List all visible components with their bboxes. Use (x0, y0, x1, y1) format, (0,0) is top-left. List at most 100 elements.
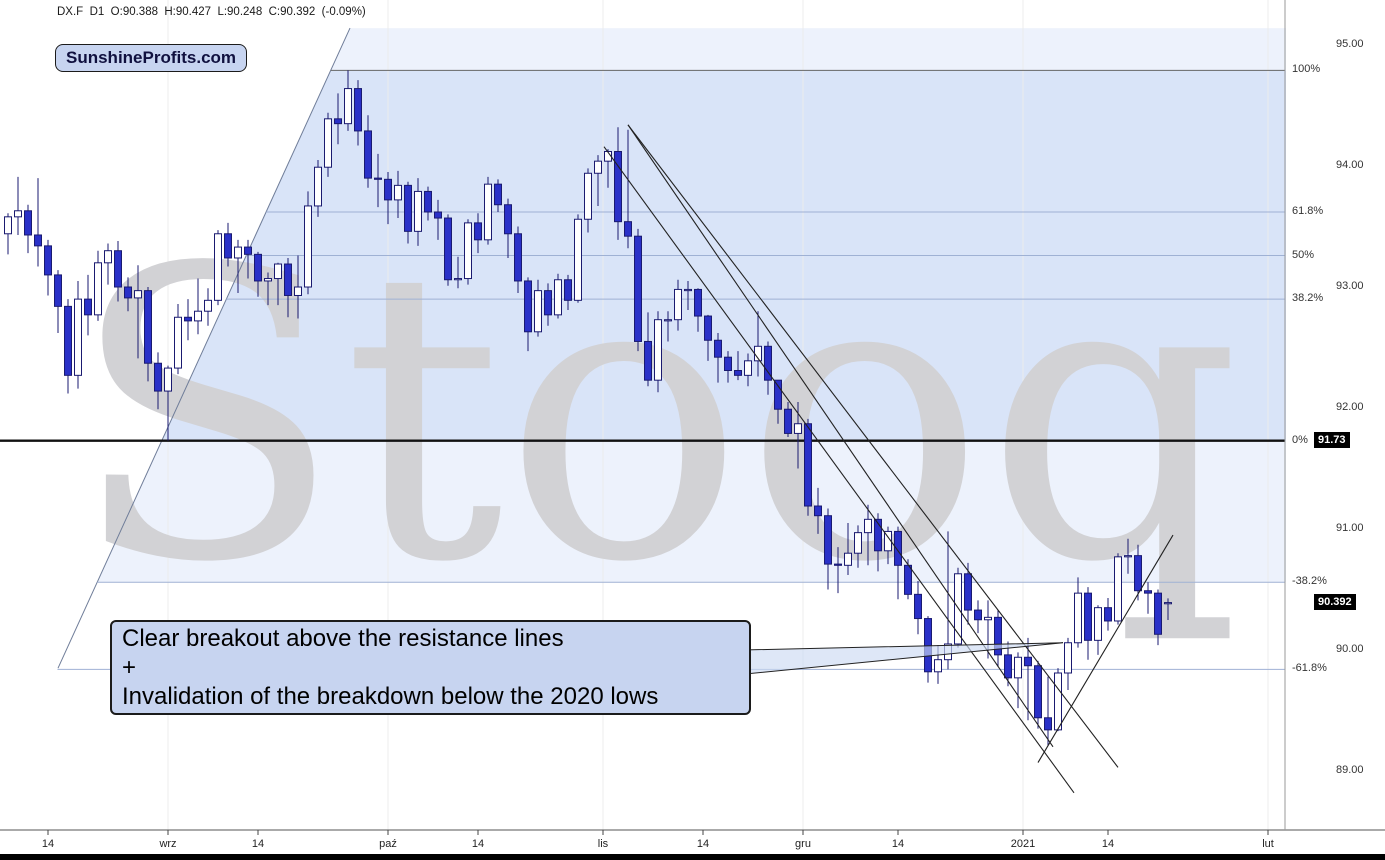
candle-body (914, 593, 922, 620)
window-bottom-bar (0, 854, 1385, 860)
candle-body (524, 280, 532, 333)
candle-body (1144, 590, 1152, 594)
candle-body (534, 290, 542, 333)
candle-body (114, 250, 122, 288)
candle-body (954, 573, 962, 645)
candle-body (654, 319, 662, 381)
candle-body (824, 515, 832, 565)
candle-body (854, 532, 862, 554)
candle-body (194, 310, 202, 322)
candle-body (124, 286, 132, 299)
candle-body (994, 616, 1002, 656)
candle-body (1154, 592, 1162, 635)
candle-body (1104, 607, 1112, 622)
candle-body (984, 616, 992, 621)
candle-body (614, 150, 622, 223)
candle-body (904, 564, 912, 595)
candle-body (294, 286, 302, 296)
candle-body (814, 505, 822, 517)
candle-body (544, 290, 552, 316)
candle-body (834, 563, 842, 566)
candle-body (174, 316, 182, 369)
candle-body (1034, 665, 1042, 719)
candle-body (14, 210, 22, 218)
candle-body (254, 253, 262, 282)
candle-body (774, 379, 782, 410)
candle-body (704, 315, 712, 341)
candle-body (284, 263, 292, 296)
candle-body (1134, 555, 1142, 592)
rising-wedge-area (58, 28, 1286, 669)
candle-body (624, 221, 632, 237)
candle-body (104, 250, 112, 264)
candle-body (314, 166, 322, 207)
candle-body (1114, 556, 1122, 622)
candle-body (664, 319, 672, 322)
candle-body (794, 423, 802, 434)
candle-body (1004, 654, 1012, 679)
candle-body (934, 659, 942, 673)
candle-body (44, 245, 52, 276)
candle-body (644, 340, 652, 381)
candle-body (84, 298, 92, 316)
candle-body (354, 88, 362, 132)
candle-body (1074, 592, 1082, 644)
candle-body (724, 356, 732, 372)
resistance-line-1 (603, 146, 1075, 794)
candle-body (514, 233, 522, 282)
candle-body (324, 118, 332, 168)
sunshineprofits-logo: SunshineProfits.com (55, 44, 248, 72)
candle-body (564, 279, 572, 301)
candle-body (764, 345, 772, 381)
candle-body (424, 190, 432, 213)
candle-body (674, 288, 682, 321)
candle-body (804, 423, 812, 507)
candle-body (1164, 602, 1172, 605)
candle-body (344, 88, 352, 125)
candle-body (924, 618, 932, 673)
candle-body (454, 278, 462, 281)
candle-body (1064, 642, 1072, 674)
candle-body (334, 118, 342, 125)
candle-body (844, 552, 852, 566)
candle-body (374, 177, 382, 180)
candle-body (4, 216, 12, 235)
candle-body (1014, 656, 1022, 679)
resistance-line-2 (627, 124, 1119, 768)
candle-body (464, 222, 472, 280)
candle-body (304, 205, 312, 288)
candle-body (404, 184, 412, 232)
candle-body (694, 288, 702, 317)
candle-body (484, 183, 492, 241)
candle-body (164, 367, 172, 392)
candle-body (264, 278, 272, 282)
candle-body (24, 210, 32, 236)
candle-body (414, 190, 422, 232)
candle-body (1124, 555, 1132, 558)
candle-body (384, 178, 392, 201)
rising-wedge-line (57, 27, 351, 669)
candle-body (964, 573, 972, 611)
candle-body (54, 274, 62, 307)
candle-body (244, 246, 252, 255)
candle-body (684, 288, 692, 292)
candle-body (554, 279, 562, 316)
candle-body (214, 233, 222, 301)
candle-body (974, 609, 982, 621)
candle-body (714, 339, 722, 358)
candle-body (204, 299, 212, 312)
callout-line-3: Invalidation of the breakdown below the … (122, 683, 659, 711)
candle-body (874, 518, 882, 552)
ohlc-readout: DX.F D1 O:90.388 H:90.427 L:90.248 C:90.… (57, 6, 366, 18)
candle-body (364, 130, 372, 179)
candle-body (394, 184, 402, 201)
candle-body (744, 360, 752, 376)
candle-body (1024, 656, 1032, 667)
candle-body (634, 235, 642, 342)
candle-body (894, 530, 902, 566)
candle-body (494, 183, 502, 206)
candle-body (94, 262, 102, 316)
candle-body (134, 290, 142, 299)
